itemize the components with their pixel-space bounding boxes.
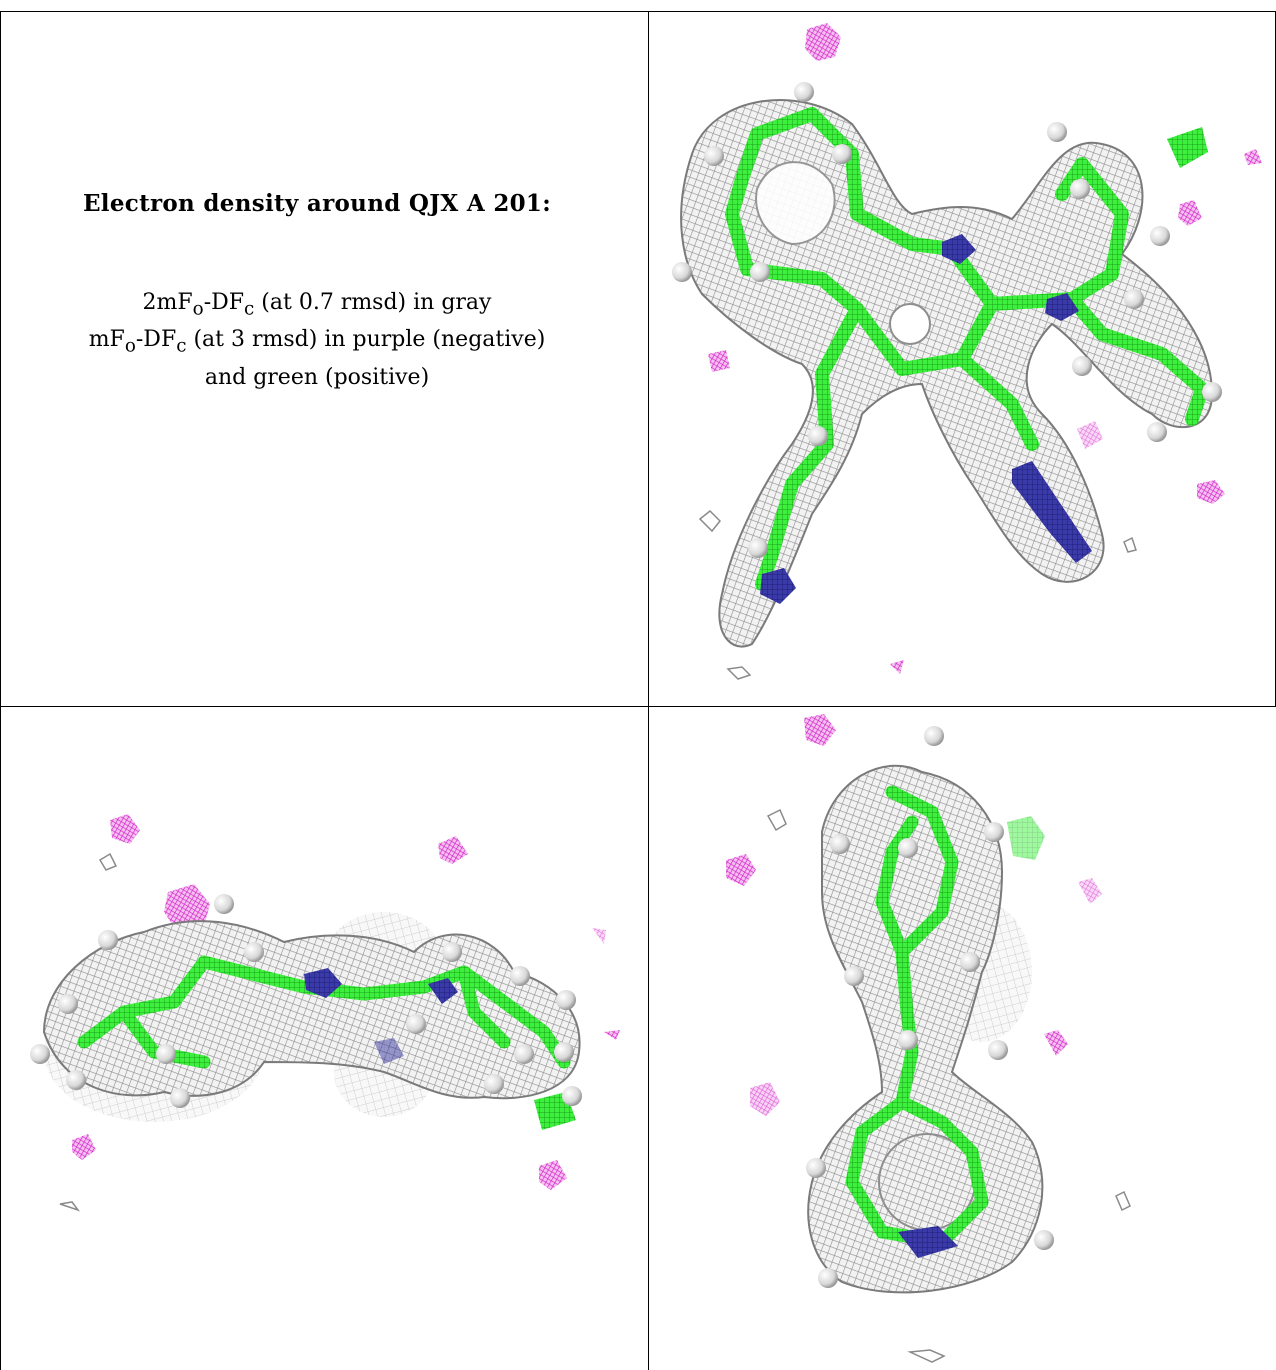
gray-density-mesh [807,764,1044,1294]
table-divider-vertical [648,11,649,1370]
nitrogen-atoms [304,968,458,1064]
nitrogen-atoms [760,234,1092,604]
table-divider-horizontal [0,706,1276,707]
stray-gray-mesh [698,509,1137,680]
stray-gray-mesh [59,852,118,1212]
caption-line-positive: and green (positive) [204,364,430,390]
figure-caption: Electron density around QJX A 201: 2mFo-… [14,190,620,393]
table-border-left [0,11,1,1370]
caption-title: Electron density around QJX A 201: [82,190,552,217]
hydrogen-atoms [806,726,1054,1288]
caption-line-mfo-dfc: mFo-DFc (at 3 rmsd) in purple (negative) [88,327,546,357]
difference-density-blobs [726,714,1102,1116]
gray-density-mesh [680,99,1214,648]
carbon-bonds [725,107,1209,591]
nitrogen-atoms [898,1226,958,1258]
hydrogen-atoms [672,82,1222,558]
density-view-end [652,712,1272,1367]
stray-gray-mesh [766,808,1131,1363]
table-border-top [0,11,1276,12]
density-view-top [652,14,1272,704]
density-view-side [4,712,644,1367]
hydrogen-atoms [30,894,582,1108]
caption-line-2mfo-dfc: 2mFo-DFc (at 0.7 rmsd) in gray [142,290,492,320]
difference-density-blobs [708,23,1262,674]
